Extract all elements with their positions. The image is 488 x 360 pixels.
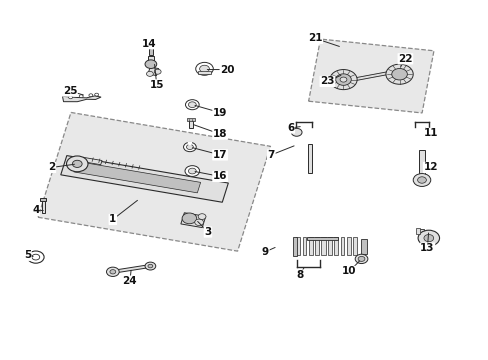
Text: 11: 11: [423, 129, 437, 138]
Circle shape: [182, 213, 196, 224]
Text: 7: 7: [267, 150, 274, 160]
Polygon shape: [293, 237, 297, 256]
Text: 16: 16: [212, 171, 227, 181]
Polygon shape: [315, 237, 318, 255]
Circle shape: [194, 219, 203, 226]
Polygon shape: [360, 239, 366, 253]
Text: 10: 10: [342, 266, 356, 276]
Circle shape: [95, 93, 99, 96]
Wedge shape: [188, 142, 191, 145]
Polygon shape: [415, 228, 419, 234]
Text: 14: 14: [142, 39, 157, 49]
Polygon shape: [308, 144, 312, 173]
Polygon shape: [327, 237, 331, 255]
Circle shape: [68, 96, 72, 99]
Text: 3: 3: [204, 227, 211, 237]
Polygon shape: [74, 161, 200, 193]
Circle shape: [385, 64, 412, 84]
Circle shape: [195, 62, 213, 75]
Polygon shape: [333, 237, 338, 255]
Circle shape: [412, 174, 430, 186]
Circle shape: [106, 267, 119, 276]
Polygon shape: [187, 118, 194, 121]
Circle shape: [417, 230, 439, 246]
Text: 21: 21: [307, 33, 322, 43]
Circle shape: [357, 256, 364, 261]
Circle shape: [335, 74, 350, 85]
Polygon shape: [38, 112, 270, 251]
Polygon shape: [181, 213, 205, 228]
Polygon shape: [418, 229, 424, 240]
Circle shape: [66, 156, 88, 172]
Text: 17: 17: [212, 150, 227, 160]
Circle shape: [391, 68, 407, 80]
Circle shape: [354, 254, 367, 264]
Polygon shape: [308, 237, 312, 255]
Circle shape: [183, 142, 196, 152]
Circle shape: [154, 69, 161, 74]
Text: 2: 2: [48, 162, 56, 172]
Circle shape: [417, 177, 426, 183]
Text: 23: 23: [320, 76, 334, 86]
Polygon shape: [81, 157, 102, 165]
Circle shape: [188, 102, 196, 108]
Polygon shape: [62, 96, 101, 102]
Polygon shape: [346, 237, 350, 255]
Circle shape: [72, 160, 82, 167]
Text: 22: 22: [397, 54, 412, 64]
Text: 12: 12: [423, 162, 437, 172]
Circle shape: [110, 270, 116, 274]
Polygon shape: [308, 39, 433, 113]
Polygon shape: [61, 156, 228, 202]
Text: 19: 19: [212, 108, 227, 118]
Circle shape: [145, 60, 157, 68]
Circle shape: [329, 69, 356, 90]
Circle shape: [148, 264, 153, 268]
Circle shape: [184, 166, 199, 176]
Circle shape: [146, 71, 153, 76]
Polygon shape: [295, 237, 300, 255]
Polygon shape: [188, 120, 193, 128]
Text: 13: 13: [419, 243, 434, 253]
Circle shape: [291, 129, 302, 136]
Circle shape: [89, 94, 93, 97]
Text: 24: 24: [122, 276, 137, 286]
Circle shape: [27, 251, 44, 263]
Polygon shape: [112, 265, 150, 273]
Polygon shape: [302, 237, 305, 255]
Text: 9: 9: [262, 247, 268, 257]
Text: 1: 1: [109, 215, 116, 224]
Text: 4: 4: [32, 206, 40, 216]
Text: 6: 6: [286, 123, 294, 133]
Polygon shape: [197, 71, 211, 74]
Circle shape: [423, 234, 433, 242]
Polygon shape: [41, 199, 44, 213]
Polygon shape: [306, 237, 338, 239]
Text: 8: 8: [295, 270, 303, 280]
Circle shape: [339, 77, 346, 82]
Circle shape: [32, 254, 40, 260]
Polygon shape: [148, 55, 154, 63]
Polygon shape: [148, 67, 159, 76]
Circle shape: [185, 100, 199, 110]
Polygon shape: [149, 46, 152, 55]
Circle shape: [79, 95, 83, 98]
Circle shape: [145, 262, 156, 270]
Polygon shape: [321, 237, 325, 255]
Text: 5: 5: [24, 250, 31, 260]
Polygon shape: [340, 237, 344, 255]
Text: 20: 20: [220, 64, 234, 75]
Circle shape: [188, 168, 196, 174]
Text: 25: 25: [62, 86, 77, 96]
Circle shape: [186, 144, 193, 149]
Text: 18: 18: [212, 129, 227, 139]
Text: 15: 15: [149, 80, 163, 90]
Polygon shape: [418, 149, 424, 178]
Polygon shape: [40, 198, 46, 201]
Polygon shape: [353, 237, 356, 255]
Circle shape: [198, 214, 205, 220]
Circle shape: [199, 65, 209, 72]
